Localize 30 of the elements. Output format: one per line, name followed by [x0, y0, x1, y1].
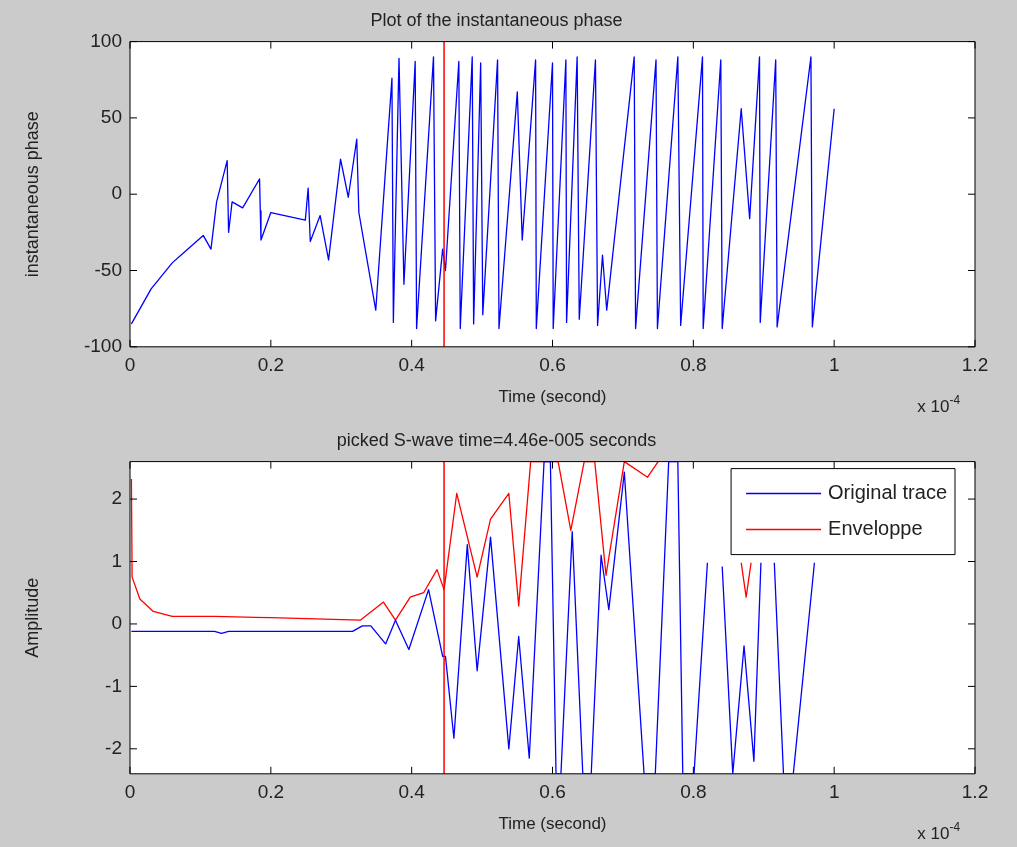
- x-axis-title: Time (second): [498, 387, 607, 407]
- y-tick-label: 2: [111, 487, 122, 509]
- x-tick-label: 0.6: [539, 354, 566, 376]
- x-tick-label: 0.2: [257, 354, 285, 376]
- y-tick-label: -50: [94, 258, 122, 280]
- y-tick-label: -1: [105, 674, 122, 696]
- y-axis-title: instantaneous phase: [21, 111, 42, 278]
- x-tick-label: 0.6: [539, 781, 566, 803]
- x-tick-label: 0.4: [398, 781, 426, 803]
- x-axis-title: Time (second): [498, 814, 607, 834]
- y-tick-label: 1: [111, 549, 122, 571]
- y-tick-label: 0: [111, 182, 122, 204]
- legend-label: Original trace: [828, 481, 947, 504]
- x-tick-label: 0.8: [680, 354, 707, 376]
- legend-label: Enveloppe: [828, 517, 923, 540]
- y-tick-label: 50: [100, 106, 122, 128]
- x-tick-label: 1.2: [961, 354, 989, 376]
- x-tick-label: 0.4: [398, 354, 426, 376]
- y-axis-title: Amplitude: [21, 577, 42, 658]
- y-tick-label: 100: [90, 29, 122, 51]
- y-tick-label: -100: [83, 335, 122, 357]
- y-tick-label: -2: [105, 737, 122, 759]
- x-tick-label: 0.8: [680, 781, 707, 803]
- x-tick-label: 0.2: [257, 781, 285, 803]
- y-tick-label: 0: [111, 612, 122, 634]
- x-tick-label: 1.2: [961, 781, 989, 803]
- x-tick-label: 1: [828, 781, 840, 803]
- chart-title: picked S-wave time=4.46e-005 seconds: [336, 429, 657, 450]
- chart-title: Plot of the instantaneous phase: [370, 9, 623, 30]
- x-tick-label: 1: [828, 354, 840, 376]
